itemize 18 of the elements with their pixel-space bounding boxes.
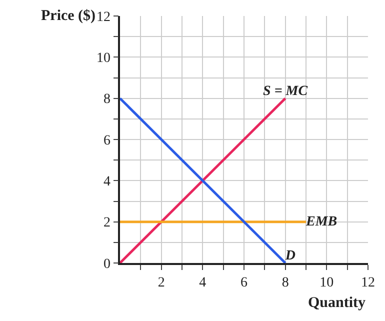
y-tick-label: 8 xyxy=(103,92,110,108)
x-tick-label: 6 xyxy=(240,276,248,291)
y-tick-label: 0 xyxy=(103,256,110,272)
y-tick-label: 2 xyxy=(103,216,110,231)
series-label: EMB xyxy=(305,214,338,230)
x-tick-label: 2 xyxy=(158,276,165,291)
x-tick-label: 10 xyxy=(320,276,334,291)
y-axis-title: Price ($) xyxy=(41,8,96,24)
x-tick-label: 12 xyxy=(361,276,375,291)
x-axis-title: Quantity xyxy=(308,295,366,311)
y-tick-label: 6 xyxy=(103,133,110,148)
y-tick-label: 10 xyxy=(96,51,110,66)
series-label: S = MC xyxy=(263,84,308,99)
y-tick-label: 12 xyxy=(96,10,110,25)
y-tick-label: 4 xyxy=(103,174,110,190)
x-tick-label: 4 xyxy=(199,276,206,291)
series-label: D xyxy=(284,248,296,264)
x-tick-label: 8 xyxy=(282,276,289,291)
